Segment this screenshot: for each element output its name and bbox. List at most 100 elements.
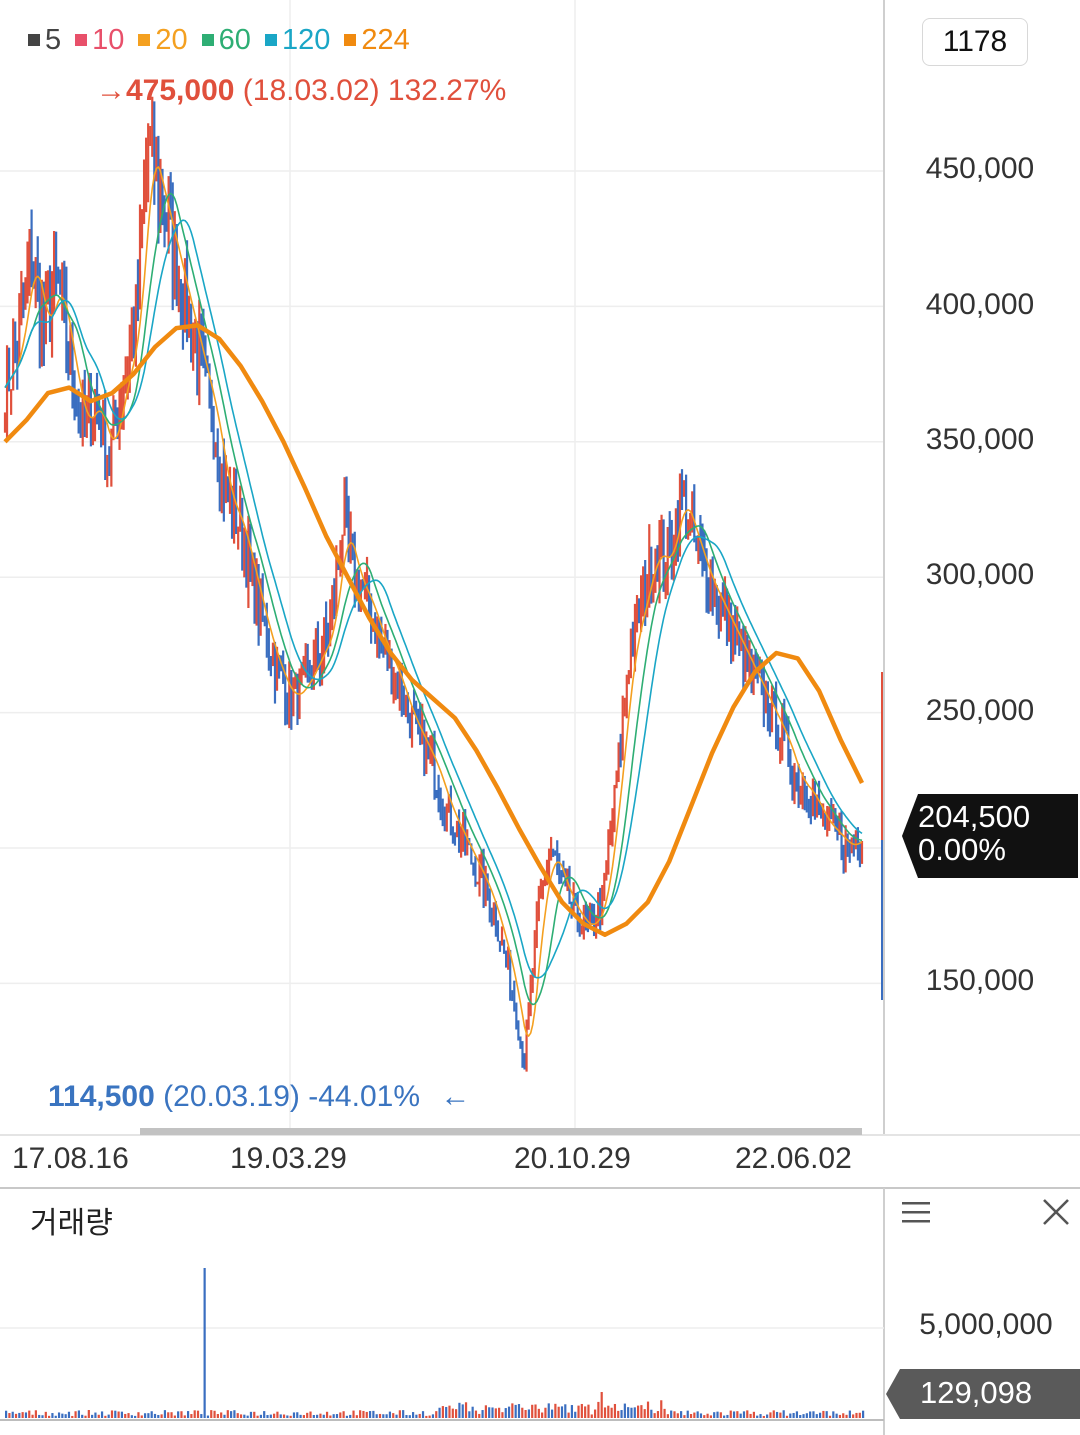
volume-bar [180,1411,183,1418]
volume-bar [455,1409,458,1418]
legend-item-60[interactable]: 60 [201,24,251,57]
legend-label: 10 [92,23,125,56]
volume-bar [481,1410,484,1418]
legend-swatch [138,34,151,46]
volume-bar [266,1415,269,1418]
volume-bar [94,1412,97,1418]
volume-bar [574,1411,577,1418]
volume-bar [809,1411,812,1418]
current-price-tag: 204,500 0.00% [888,794,1078,878]
volume-bar [160,1414,163,1418]
volume-bar [709,1415,712,1418]
volume-bar [435,1411,438,1418]
volume-bar [491,1407,494,1418]
volume-bar [484,1405,487,1418]
volume-bar [405,1415,408,1418]
legend-label: 20 [155,23,188,56]
volume-bar [157,1414,160,1418]
volume-bar [785,1415,789,1418]
volume-bar [395,1414,398,1418]
legend-item-224[interactable]: 224 [344,24,410,57]
volume-bar [719,1412,722,1418]
volume-bar [636,1405,640,1418]
ma-224-line [3,323,865,937]
chart-scrollbar[interactable] [140,1128,862,1135]
close-icon[interactable] [1040,1196,1072,1228]
volume-bar [832,1411,835,1418]
volume-bar [713,1412,716,1418]
volume-bar [84,1415,87,1418]
volume-bar [11,1411,14,1418]
ma-20-line [4,166,863,1037]
legend-swatch [344,34,357,46]
legend-label: 120 [281,23,331,56]
legend-item-20[interactable]: 20 [138,23,188,57]
volume-bar [838,1414,842,1418]
volume-bar [580,1403,583,1418]
menu-icon[interactable] [900,1198,932,1228]
legend-swatch [28,34,40,46]
volume-bar [163,1410,167,1418]
volume-bar [349,1414,352,1418]
volume-bar [411,1412,415,1418]
volume-tick-label: 5,000,000 [919,1308,1053,1341]
volume-bar [723,1415,726,1418]
volume-bar [699,1413,703,1418]
volume-bar [531,1404,534,1418]
volume-bar [352,1410,355,1418]
current-volume-tag: 129,098 [886,1369,1080,1419]
volume-bar [504,1408,507,1418]
volume-bar [282,1414,286,1418]
volume-bar [239,1414,243,1418]
legend-swatch [75,34,88,46]
volume-bar [150,1411,153,1418]
volume-bar [666,1414,669,1418]
volume-bar [812,1411,815,1418]
volume-bar [620,1410,623,1418]
volume-bar [173,1415,176,1418]
volume-bar [779,1412,782,1418]
legend-item-5[interactable]: 5 [28,24,61,57]
volume-bar [541,1412,544,1418]
volume-bar [276,1411,279,1418]
volume-bar [537,1408,540,1418]
volume-bar [792,1412,795,1418]
volume-bar [862,1410,865,1418]
volume-bar [74,1411,77,1418]
volume-bar [243,1414,246,1418]
current-volume: 129,098 [920,1375,1033,1410]
volume-bar [216,1414,219,1418]
volume-bar [104,1415,107,1418]
volume-bar [286,1415,289,1418]
volume-bar [736,1411,739,1418]
volume-bar [91,1414,94,1418]
volume-bar [471,1406,474,1418]
volume-bar [762,1415,765,1418]
volume-bar [534,1404,537,1418]
volume-bar [746,1410,749,1418]
legend-item-120[interactable]: 120 [264,23,331,57]
legend-item-10[interactable]: 10 [75,24,124,57]
volume-bar [769,1412,772,1418]
volume-bar [514,1404,517,1418]
volume-bar [607,1405,610,1418]
volume-bar [557,1406,560,1418]
volume-bar [48,1415,51,1418]
volume-bar [385,1414,388,1418]
volume-bar [177,1411,180,1418]
volume-bar [564,1404,567,1418]
volume-bar [464,1402,468,1418]
volume-bar [729,1410,732,1418]
count-box[interactable]: 1178 [922,18,1028,66]
volume-bar [617,1410,620,1418]
y-tick-label: 300,000 [925,558,1035,591]
high-date: (18.03.02) [242,74,380,107]
volume-bar [577,1405,580,1418]
volume-bar [441,1406,444,1418]
volume-bar [544,1407,547,1418]
volume-bar [828,1415,832,1418]
volume-bars [5,1268,865,1418]
volume-bar [97,1414,100,1418]
volume-bar [359,1410,362,1418]
